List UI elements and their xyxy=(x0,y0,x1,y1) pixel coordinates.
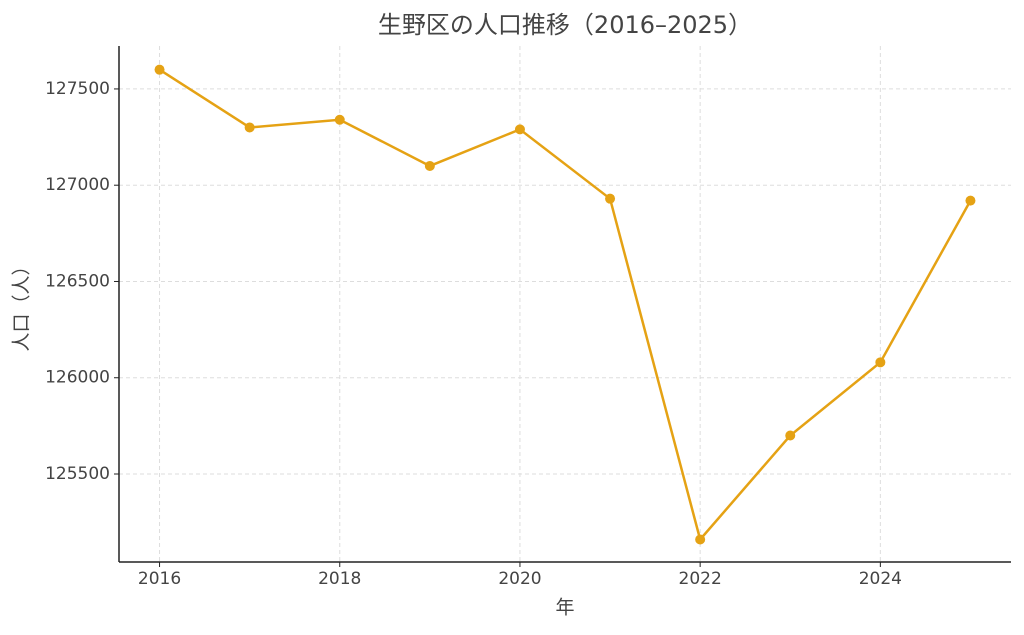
y-tick-label: 127000 xyxy=(45,175,110,195)
x-tick-label: 2022 xyxy=(679,569,722,589)
point xyxy=(875,357,886,368)
point xyxy=(334,114,345,125)
point xyxy=(695,534,706,545)
chart-title: 生野区の人口推移（2016–2025） xyxy=(378,11,752,39)
x-tick-label: 2016 xyxy=(138,569,181,589)
line xyxy=(158,68,972,543)
point xyxy=(605,193,616,204)
point xyxy=(154,64,165,75)
y-axis-label: 人口（人） xyxy=(11,256,33,351)
x-tick-label: 2024 xyxy=(859,569,902,589)
x-axis-label: 年 xyxy=(555,597,574,619)
y-tick-label: 127500 xyxy=(45,79,110,99)
point xyxy=(965,195,976,206)
y-tick-label: 125500 xyxy=(45,464,110,484)
point xyxy=(785,430,796,441)
y-tick-label: 126500 xyxy=(45,271,110,291)
point xyxy=(244,122,255,133)
point xyxy=(424,160,435,171)
x-tick-label: 2020 xyxy=(498,569,541,589)
y-tick-label: 126000 xyxy=(45,368,110,388)
point xyxy=(514,124,525,135)
x-tick-label: 2018 xyxy=(318,569,361,589)
